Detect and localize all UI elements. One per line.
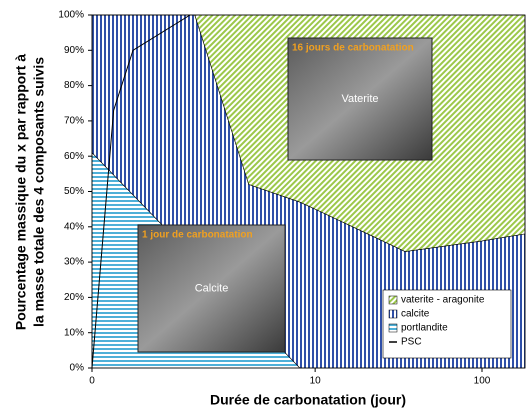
y-tick-label: 70% [64,116,84,127]
legend-label: PSC [401,337,422,348]
y-tick-label: 80% [64,80,84,91]
x-tick-label: 100 [474,376,491,387]
photo [137,224,286,353]
photo-title: 16 jours de carbonatation [292,43,414,54]
y-tick-label: 0% [70,363,85,374]
y-tick-label: 60% [64,151,84,162]
y-tick-label: 40% [64,221,84,232]
y-tick-label: 10% [64,327,84,338]
legend-swatch [388,309,398,319]
y-axis-title: la masse totale des 4 composants suivis [31,57,47,327]
photo-label: Calcite [195,282,229,294]
photo-title: 1 jour de carbonatation [142,230,253,241]
y-tick-label: 90% [64,45,84,56]
y-tick-label: 20% [64,292,84,303]
photo-label: Vaterite [341,93,378,105]
legend-swatch [388,295,398,305]
legend-label: calcite [401,309,430,320]
photo [287,37,433,161]
legend-label: vaterite - aragonite [401,295,485,306]
x-tick-label: 0 [89,376,95,387]
y-axis-title: Pourcentage massique du x par rapport à [13,54,29,330]
legend-label: portlandite [401,323,448,334]
y-tick-label: 30% [64,257,84,268]
legend-swatch [388,323,398,333]
y-tick-label: 50% [64,186,84,197]
x-tick-label: 10 [310,376,322,387]
x-axis-title: Durée de carbonatation (jour) [210,392,406,408]
line [91,14,191,369]
legend [382,289,512,359]
y-tick-label: 100% [58,10,84,21]
